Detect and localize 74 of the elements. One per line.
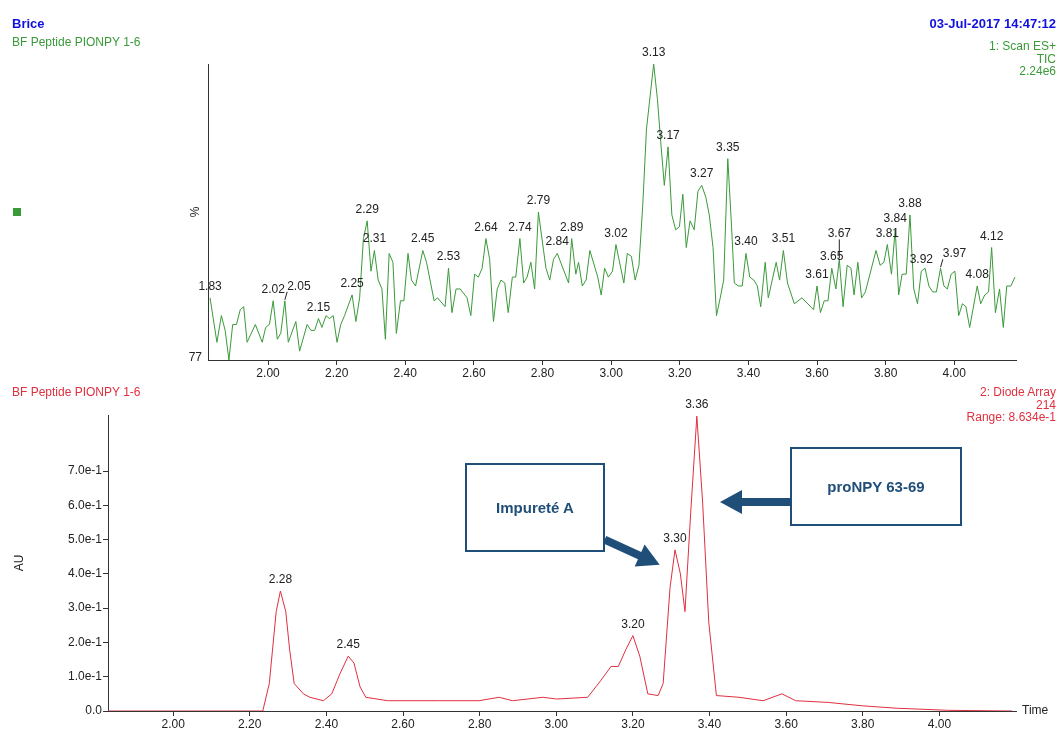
callout-box: Impureté A bbox=[465, 463, 605, 552]
annotation: 4.12 bbox=[979, 228, 1004, 243]
x-tick-label: 3.60 bbox=[805, 365, 829, 380]
y-tick-label: 6.0e-1 bbox=[67, 497, 103, 512]
annotation: 3.97 bbox=[942, 246, 967, 261]
annotation: 3.67 bbox=[827, 226, 852, 241]
annotation: 3.40 bbox=[734, 234, 758, 249]
annotation: 3.36 bbox=[685, 397, 709, 412]
annotation: 2.28 bbox=[268, 572, 293, 587]
annotation: 2.84 bbox=[545, 234, 570, 249]
text: BF Peptide PIONPY 1-6 bbox=[12, 35, 141, 49]
x-tick-label: 2.40 bbox=[393, 365, 418, 380]
annotation: 3.61 bbox=[805, 267, 829, 281]
annotation: 2.79 bbox=[526, 193, 551, 207]
text: 03-Jul-2017 14:47:12 bbox=[929, 16, 1056, 31]
annotation: 3.13 bbox=[642, 45, 666, 59]
annotation: 2.89 bbox=[560, 219, 584, 234]
y-tick-label: 4.0e-1 bbox=[67, 566, 103, 581]
annotation: 2.45 bbox=[336, 637, 361, 652]
annotation: 2.05 bbox=[287, 278, 311, 293]
annotation: 2.15 bbox=[306, 299, 331, 314]
annotation: 3.35 bbox=[716, 139, 740, 154]
y-axis-title: % bbox=[188, 206, 203, 218]
x-tick-label: 3.20 bbox=[668, 365, 692, 380]
x-tick-label: 3.80 bbox=[851, 716, 875, 729]
annotation: 3.84 bbox=[883, 210, 908, 225]
annotation: 3.92 bbox=[909, 252, 934, 267]
annotation: 3.20 bbox=[621, 616, 645, 631]
annotation: 3.65 bbox=[820, 249, 844, 264]
y-tick-label: 3.0e-1 bbox=[67, 600, 103, 615]
text: Brice bbox=[12, 16, 45, 31]
x-tick-label: 2.80 bbox=[467, 716, 492, 729]
annotation: 2.29 bbox=[355, 201, 380, 216]
annotation: 4.08 bbox=[965, 267, 990, 281]
x-tick-label: 2.20 bbox=[238, 716, 262, 729]
x-tick-label: 2.80 bbox=[530, 365, 555, 380]
chart-subtitle: 1: Scan ES+ TIC 2.24e6 bbox=[988, 39, 1056, 78]
annotation: 3.30 bbox=[663, 530, 688, 545]
annotation: 2.64 bbox=[474, 219, 498, 234]
y-tick-label: 5.0e-1 bbox=[67, 531, 103, 546]
y-axis-title: AU bbox=[11, 554, 26, 572]
x-tick-label: 4.00 bbox=[942, 365, 967, 380]
annotation: 3.27 bbox=[690, 166, 714, 181]
y-tick-label: 2.0e-1 bbox=[67, 634, 103, 649]
annotation: 3.17 bbox=[656, 127, 681, 142]
x-tick-label: 2.20 bbox=[324, 365, 349, 380]
y-tick-label: 7.0e-1 bbox=[67, 463, 103, 478]
annotation: 2.45 bbox=[411, 231, 435, 246]
x-tick-label: 3.80 bbox=[873, 365, 898, 380]
x-tick-label: 3.00 bbox=[544, 716, 569, 729]
annotation: 2.74 bbox=[508, 219, 532, 234]
x-tick-label: 3.40 bbox=[736, 365, 761, 380]
x-tick-label: 3.40 bbox=[697, 716, 722, 729]
chart-subtitle: 2: Diode Array 214 Range: 8.634e-1 bbox=[966, 385, 1056, 424]
x-tick-label: 2.00 bbox=[256, 365, 281, 380]
x-tick-label: 3.20 bbox=[621, 716, 645, 729]
x-tick-label: 3.00 bbox=[599, 365, 624, 380]
annotation: 3.02 bbox=[604, 225, 628, 240]
annotation: 3.88 bbox=[898, 195, 922, 210]
annotation: 3.51 bbox=[771, 231, 796, 246]
x-tick-label: 2.00 bbox=[161, 716, 186, 729]
annotation: 2.53 bbox=[436, 249, 461, 264]
y-tick-label: 0.0 bbox=[85, 703, 103, 718]
x-tick-label: 2.60 bbox=[391, 716, 416, 729]
x-tick-label: 2.40 bbox=[314, 716, 339, 729]
annotation: 2.02 bbox=[261, 281, 286, 296]
x-tick-label: 4.00 bbox=[927, 716, 952, 729]
callout-box: proNPY 63-69 bbox=[790, 447, 962, 526]
x-tick-label: 2.60 bbox=[462, 365, 486, 380]
x-axis-title: Time bbox=[1022, 703, 1049, 718]
text: 77 bbox=[188, 350, 203, 365]
x-tick-label: 3.60 bbox=[774, 716, 799, 729]
y-tick-label: 1.0e-1 bbox=[67, 669, 103, 684]
chart-title: BF Peptide PIONPY 1-6 bbox=[12, 385, 141, 399]
